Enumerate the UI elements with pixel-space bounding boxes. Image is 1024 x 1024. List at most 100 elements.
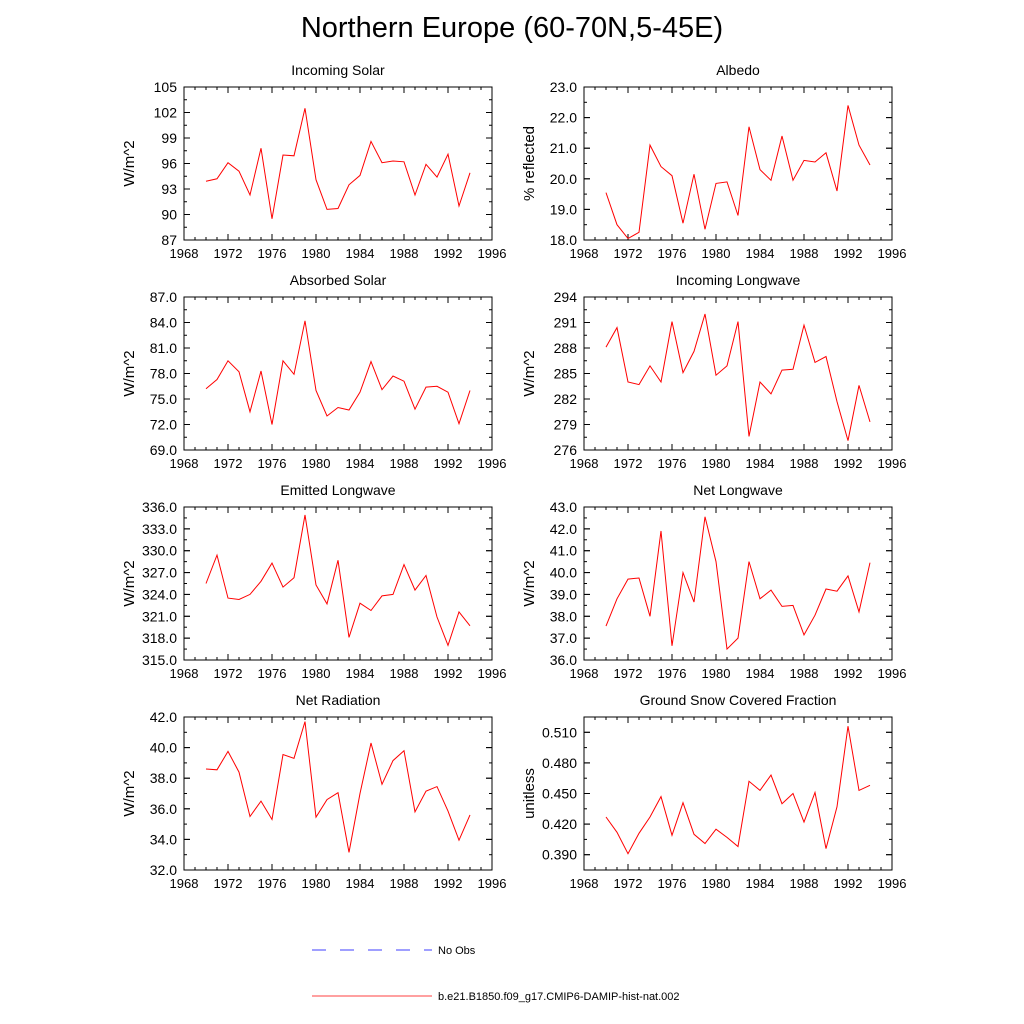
x-tick-label: 1976	[258, 666, 287, 681]
y-tick-label: 34.0	[150, 831, 177, 847]
panel-title: Emitted Longwave	[280, 482, 395, 498]
panel: Incoming Longwave W/m^2 1968 1972 1976 1980 19…	[521, 272, 906, 471]
x-tick-label: 1992	[434, 876, 463, 891]
x-tick-label: 1988	[390, 456, 419, 471]
y-tick-label: 324.0	[142, 586, 177, 602]
x-tick-label: 1992	[834, 246, 863, 261]
panel: Emitted Longwave W/m^2 1968 1972 1976 1980 198…	[121, 482, 506, 681]
y-tick-label: 291	[554, 315, 578, 331]
panel: Ground Snow Covered Fraction unitless 1968…	[521, 692, 906, 891]
x-tick-label: 1980	[702, 666, 731, 681]
x-tick-label: 1996	[878, 246, 907, 261]
y-tick-label: 37.0	[550, 630, 577, 646]
x-tick-label: 1996	[478, 456, 507, 471]
y-tick-label: 327.0	[142, 565, 177, 581]
y-tick-label: 69.0	[150, 442, 177, 458]
y-tick-label: 87	[161, 232, 177, 248]
x-tick-label: 1996	[878, 876, 907, 891]
x-tick-label: 1972	[614, 456, 643, 471]
y-tick-label: 285	[554, 366, 578, 382]
x-tick-label: 1972	[214, 456, 243, 471]
x-tick-label: 1980	[702, 246, 731, 261]
y-tick-label: 36.0	[550, 652, 577, 668]
x-tick-label: 1976	[258, 456, 287, 471]
y-tick-label: 20.0	[550, 171, 577, 187]
x-tick-label: 1976	[258, 246, 287, 261]
legend-obs-label: No Obs	[438, 945, 476, 957]
x-tick-label: 1988	[390, 876, 419, 891]
y-tick-label: 288	[554, 340, 578, 356]
x-tick-label: 1992	[834, 456, 863, 471]
y-tick-label: 279	[554, 417, 578, 433]
panel-title: Incoming Longwave	[676, 272, 801, 288]
x-tick-label: 1984	[346, 666, 375, 681]
x-tick-label: 1984	[746, 666, 775, 681]
y-tick-label: 75.0	[150, 391, 177, 407]
series-line	[205, 320, 471, 426]
x-tick-label: 1992	[834, 876, 863, 891]
y-axis-label: W/m^2	[121, 770, 138, 816]
x-tick-label: 1984	[746, 876, 775, 891]
series-line	[605, 726, 871, 855]
y-tick-label: 0.510	[542, 724, 577, 740]
y-tick-label: 0.390	[542, 847, 577, 863]
y-tick-label: 41.0	[550, 543, 577, 559]
x-tick-label: 1972	[214, 666, 243, 681]
x-tick-label: 1992	[434, 456, 463, 471]
y-axis-label: W/m^2	[121, 140, 138, 186]
x-tick-label: 1968	[570, 666, 599, 681]
x-tick-label: 1972	[614, 246, 643, 261]
x-tick-label: 1972	[614, 666, 643, 681]
x-tick-label: 1976	[258, 876, 287, 891]
y-axis-label: W/m^2	[521, 560, 538, 606]
y-tick-label: 99	[161, 130, 177, 146]
x-tick-label: 1976	[658, 246, 687, 261]
y-tick-label: 18.0	[550, 232, 577, 248]
y-tick-label: 78.0	[150, 366, 177, 382]
y-tick-label: 36.0	[150, 801, 177, 817]
x-tick-label: 1980	[302, 666, 331, 681]
panel-title: Ground Snow Covered Fraction	[640, 692, 837, 708]
y-tick-label: 32.0	[150, 862, 177, 878]
y-tick-label: 81.0	[150, 340, 177, 356]
x-tick-label: 1984	[346, 456, 375, 471]
y-tick-label: 0.420	[542, 816, 577, 832]
y-axis-label: unitless	[521, 768, 538, 819]
x-tick-label: 1976	[658, 876, 687, 891]
x-tick-label: 1972	[614, 876, 643, 891]
y-axis-label: W/m^2	[121, 350, 138, 396]
legend-model-label: b.e21.B1850.f09_g17.CMIP6-DAMIP-hist-nat…	[438, 991, 680, 1003]
y-tick-label: 0.450	[542, 786, 577, 802]
y-axis-label: W/m^2	[521, 350, 538, 396]
x-tick-label: 1988	[390, 666, 419, 681]
panel: Net Longwave W/m^2 1968 1972 1976 1980 1984 198…	[521, 482, 906, 681]
y-tick-label: 0.480	[542, 755, 577, 771]
x-tick-label: 1976	[658, 456, 687, 471]
x-tick-label: 1968	[170, 246, 199, 261]
x-tick-label: 1980	[302, 246, 331, 261]
y-tick-label: 336.0	[142, 499, 177, 515]
panel: Net Radiation W/m^2 1968 1972 1976 1980 1984 19…	[121, 692, 506, 891]
y-tick-label: 102	[154, 105, 178, 121]
x-tick-label: 1996	[478, 876, 507, 891]
plot-frame	[183, 296, 493, 451]
x-tick-label: 1996	[478, 666, 507, 681]
x-tick-label: 1992	[834, 666, 863, 681]
y-tick-label: 42.0	[150, 709, 177, 725]
x-tick-label: 1980	[302, 876, 331, 891]
y-tick-label: 321.0	[142, 608, 177, 624]
y-tick-label: 23.0	[550, 79, 577, 95]
x-tick-label: 1980	[702, 456, 731, 471]
series-line	[605, 313, 871, 441]
series-line	[605, 105, 871, 240]
y-tick-label: 42.0	[550, 521, 577, 537]
y-tick-label: 40.0	[150, 740, 177, 756]
y-tick-label: 96	[161, 156, 177, 172]
y-tick-label: 21.0	[550, 140, 577, 156]
panel: Incoming Solar W/m^2 1968 1972 1976 1980 1984 1…	[121, 62, 506, 261]
panel-title: Albedo	[716, 62, 760, 78]
figure-title: Northern Europe (60-70N,5-45E)	[300, 12, 724, 44]
x-tick-label: 1984	[346, 246, 375, 261]
x-tick-label: 1988	[390, 246, 419, 261]
